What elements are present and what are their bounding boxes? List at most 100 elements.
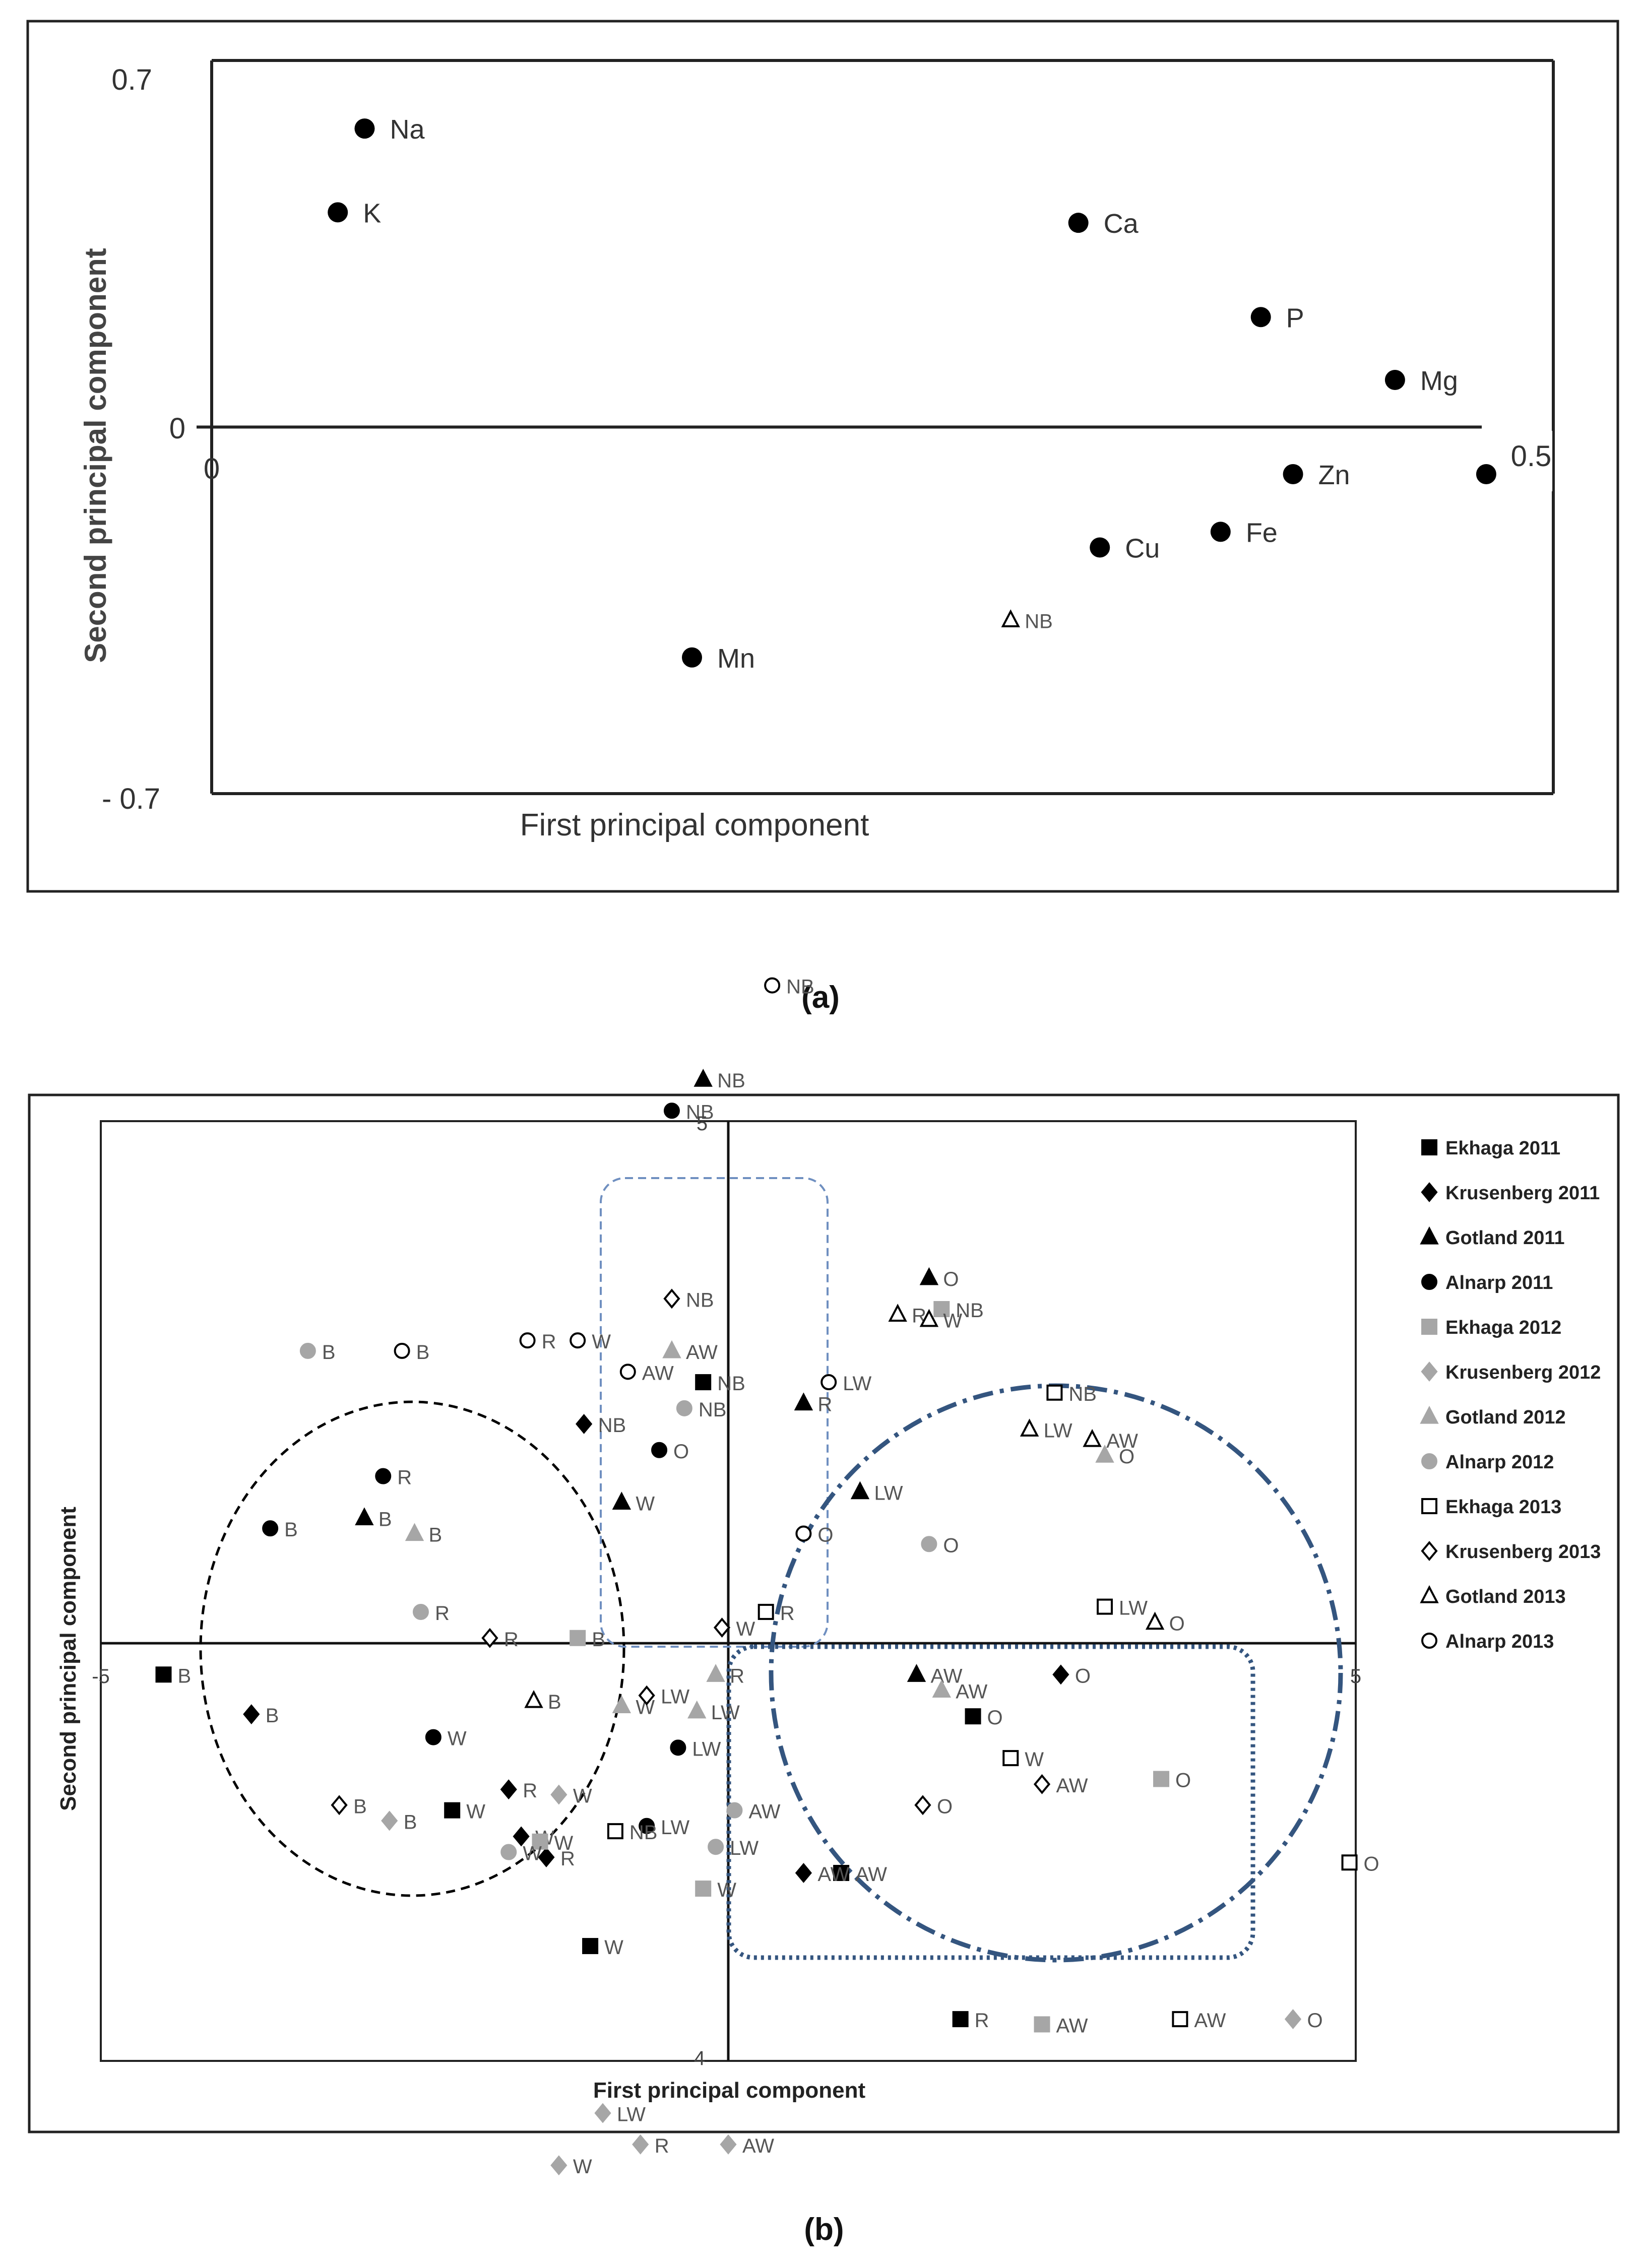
point-gotland-2012-lw-3 <box>687 1700 707 1719</box>
point-alnarp-2011-b-1 <box>262 1520 279 1537</box>
point-label-ekhaga-2013-lw-4: LW <box>1119 1597 1148 1619</box>
point-alnarp-2011-nb-0 <box>663 1103 680 1119</box>
point-label-alnarp-2011-lw-5: LW <box>692 1738 721 1760</box>
point-ekhaga-2012-nb-0 <box>933 1301 950 1317</box>
panel-a-point-mn <box>681 647 702 668</box>
point-alnarp-2012-b-0 <box>299 1342 316 1359</box>
point-alnarp-2011-w-3 <box>425 1729 441 1745</box>
point-ekhaga-2012-w-2 <box>532 1833 548 1850</box>
point-gotland-2011-o-6 <box>919 1267 939 1285</box>
legend-label-gotland-2013: Gotland 2013 <box>1445 1586 1566 1607</box>
point-label-ekhaga-2013-nb-3: NB <box>1068 1383 1097 1405</box>
point-label-krusenberg-2011-b-0: B <box>266 1705 279 1727</box>
legend-marker-gotland-2012 <box>1420 1405 1439 1424</box>
point-label-ekhaga-2012-aw-5: AW <box>1056 2015 1088 2037</box>
panel-a-border <box>26 20 1619 893</box>
point-label-alnarp-2011-lw-6: LW <box>661 1817 689 1839</box>
panel-b-y-tick-bottom: 4 <box>694 2047 705 2069</box>
point-label-krusenberg-2011-aw-5: AW <box>817 1863 849 1886</box>
point-label-alnarp-2011-o-4: O <box>673 1441 689 1463</box>
point-gotland-2013-r-2 <box>888 1304 907 1322</box>
panel-a-point-k <box>328 202 348 223</box>
panel-b-plot: NBBWWAWORBNBRWRAWONBBWRLWAWONBBRWOLWLWNB… <box>100 609 1379 2178</box>
panel-b-y-tick-top: 5 <box>697 1113 708 1135</box>
legend-marker-gotland-2011 <box>1420 1226 1439 1245</box>
point-gotland-2012-aw-1 <box>662 1340 681 1358</box>
legend-marker-krusenberg-2012 <box>1421 1362 1438 1382</box>
point-alnarp-2012-w-2 <box>500 1844 517 1860</box>
point-label-alnarp-2011-w-3: W <box>448 1728 467 1750</box>
panel-a-y-tick-bottom: - 0.7 <box>102 783 160 815</box>
legend-marker-gotland-2013 <box>1420 1585 1439 1603</box>
panel-a-point-ca <box>1068 213 1089 233</box>
point-label-alnarp-2011-r-2: R <box>397 1467 412 1489</box>
panel-a-point-cu <box>1090 537 1110 558</box>
point-gotland-2012-aw-5 <box>932 1679 952 1698</box>
panel-a-point-label-mn: Mn <box>717 643 755 674</box>
point-label-krusenberg-2013-nb-3: NB <box>686 1289 714 1311</box>
point-gotland-2013-nb-0 <box>1001 609 1020 627</box>
point-krusenberg-2011-b-0 <box>243 1704 260 1724</box>
point-krusenberg-2011-o-6 <box>1052 1664 1069 1685</box>
point-label-krusenberg-2013-o-5: O <box>937 1795 953 1818</box>
point-label-alnarp-2013-r-2: R <box>542 1331 556 1353</box>
point-krusenberg-2011-nb-1 <box>576 1414 593 1434</box>
point-krusenberg-2013-lw-2 <box>638 1685 655 1706</box>
point-label-krusenberg-2013-aw-6: AW <box>1056 1775 1088 1797</box>
legend-marker-ekhaga-2013 <box>1421 1498 1437 1514</box>
point-label-ekhaga-2011-b-1: B <box>178 1665 192 1687</box>
panel-a-y-tick-top: 0.7 <box>111 63 152 96</box>
point-ekhaga-2011-b-1 <box>155 1666 172 1683</box>
point-ekhaga-2013-nb-1 <box>607 1823 623 1840</box>
point-label-ekhaga-2012-nb-0: NB <box>956 1300 984 1322</box>
point-label-alnarp-2012-b-0: B <box>322 1341 336 1364</box>
point-krusenberg-2013-w-4 <box>713 1617 731 1638</box>
point-gotland-2013-aw-5 <box>1083 1429 1102 1447</box>
point-label-alnarp-2013-b-1: B <box>416 1341 430 1364</box>
point-krusenberg-2012-r-4 <box>632 2134 649 2155</box>
point-label-ekhaga-2012-o-4: O <box>1175 1770 1191 1792</box>
point-label-gotland-2013-nb-0: NB <box>1025 610 1053 632</box>
point-krusenberg-2011-r-2 <box>500 1779 517 1800</box>
point-label-alnarp-2011-nb-0: NB <box>686 1101 714 1123</box>
point-label-ekhaga-2012-b-1: B <box>592 1629 605 1651</box>
point-alnarp-2012-o-6 <box>921 1536 937 1552</box>
legend-label-krusenberg-2012: Krusenberg 2012 <box>1445 1362 1601 1383</box>
point-label-alnarp-2012-aw-5: AW <box>748 1801 780 1823</box>
panel-a-y-tick-zero: 0 <box>169 412 185 445</box>
point-label-alnarp-2012-r-1: R <box>435 1602 450 1625</box>
panel-a-y-axis-label: Second principal component <box>79 248 112 663</box>
cluster-box-bottom-right <box>726 1644 1255 1960</box>
point-ekhaga-2011-nb-0 <box>695 1374 712 1391</box>
point-label-krusenberg-2012-lw-2: LW <box>617 2104 646 2126</box>
panel-b-y-axis-label: Second principal component <box>56 1507 81 1811</box>
point-label-alnarp-2013-o-6: O <box>817 1524 833 1546</box>
point-ekhaga-2013-r-0 <box>758 1603 774 1620</box>
panel-a-x-tick-max: 0.5 <box>1511 440 1552 473</box>
point-label-alnarp-2013-nb-0: NB <box>786 976 814 998</box>
point-krusenberg-2011-r-4 <box>538 1847 555 1867</box>
point-krusenberg-2013-o-5 <box>914 1795 931 1816</box>
point-label-krusenberg-2012-o-6: O <box>1307 2010 1323 2032</box>
series-alnarp-2013: NB B R W AW LW O <box>394 976 871 1546</box>
panel-a-point-zn <box>1283 464 1303 485</box>
point-label-gotland-2011-b-1: B <box>378 1508 392 1530</box>
point-label-gotland-2011-o-6: O <box>943 1268 959 1290</box>
panel-a-point-na <box>354 118 375 139</box>
point-gotland-2011-lw-4 <box>850 1481 870 1500</box>
series-krusenberg-2011: BNBRWRAWO <box>243 1414 1091 1886</box>
legend-label-alnarp-2013: Alnarp 2013 <box>1445 1631 1554 1652</box>
point-label-krusenberg-2011-r-4: R <box>560 1848 575 1870</box>
point-label-krusenberg-2013-lw-2: LW <box>661 1686 689 1708</box>
panel-a-point-label-zn: Zn <box>1318 460 1350 490</box>
point-gotland-2013-w-3 <box>919 1309 939 1327</box>
point-label-krusenberg-2011-r-2: R <box>523 1780 537 1802</box>
point-krusenberg-2013-aw-6 <box>1033 1774 1051 1794</box>
point-alnarp-2013-r-2 <box>519 1332 536 1349</box>
series-gotland-2012: B AW W LW R AW O <box>405 1340 1134 1724</box>
